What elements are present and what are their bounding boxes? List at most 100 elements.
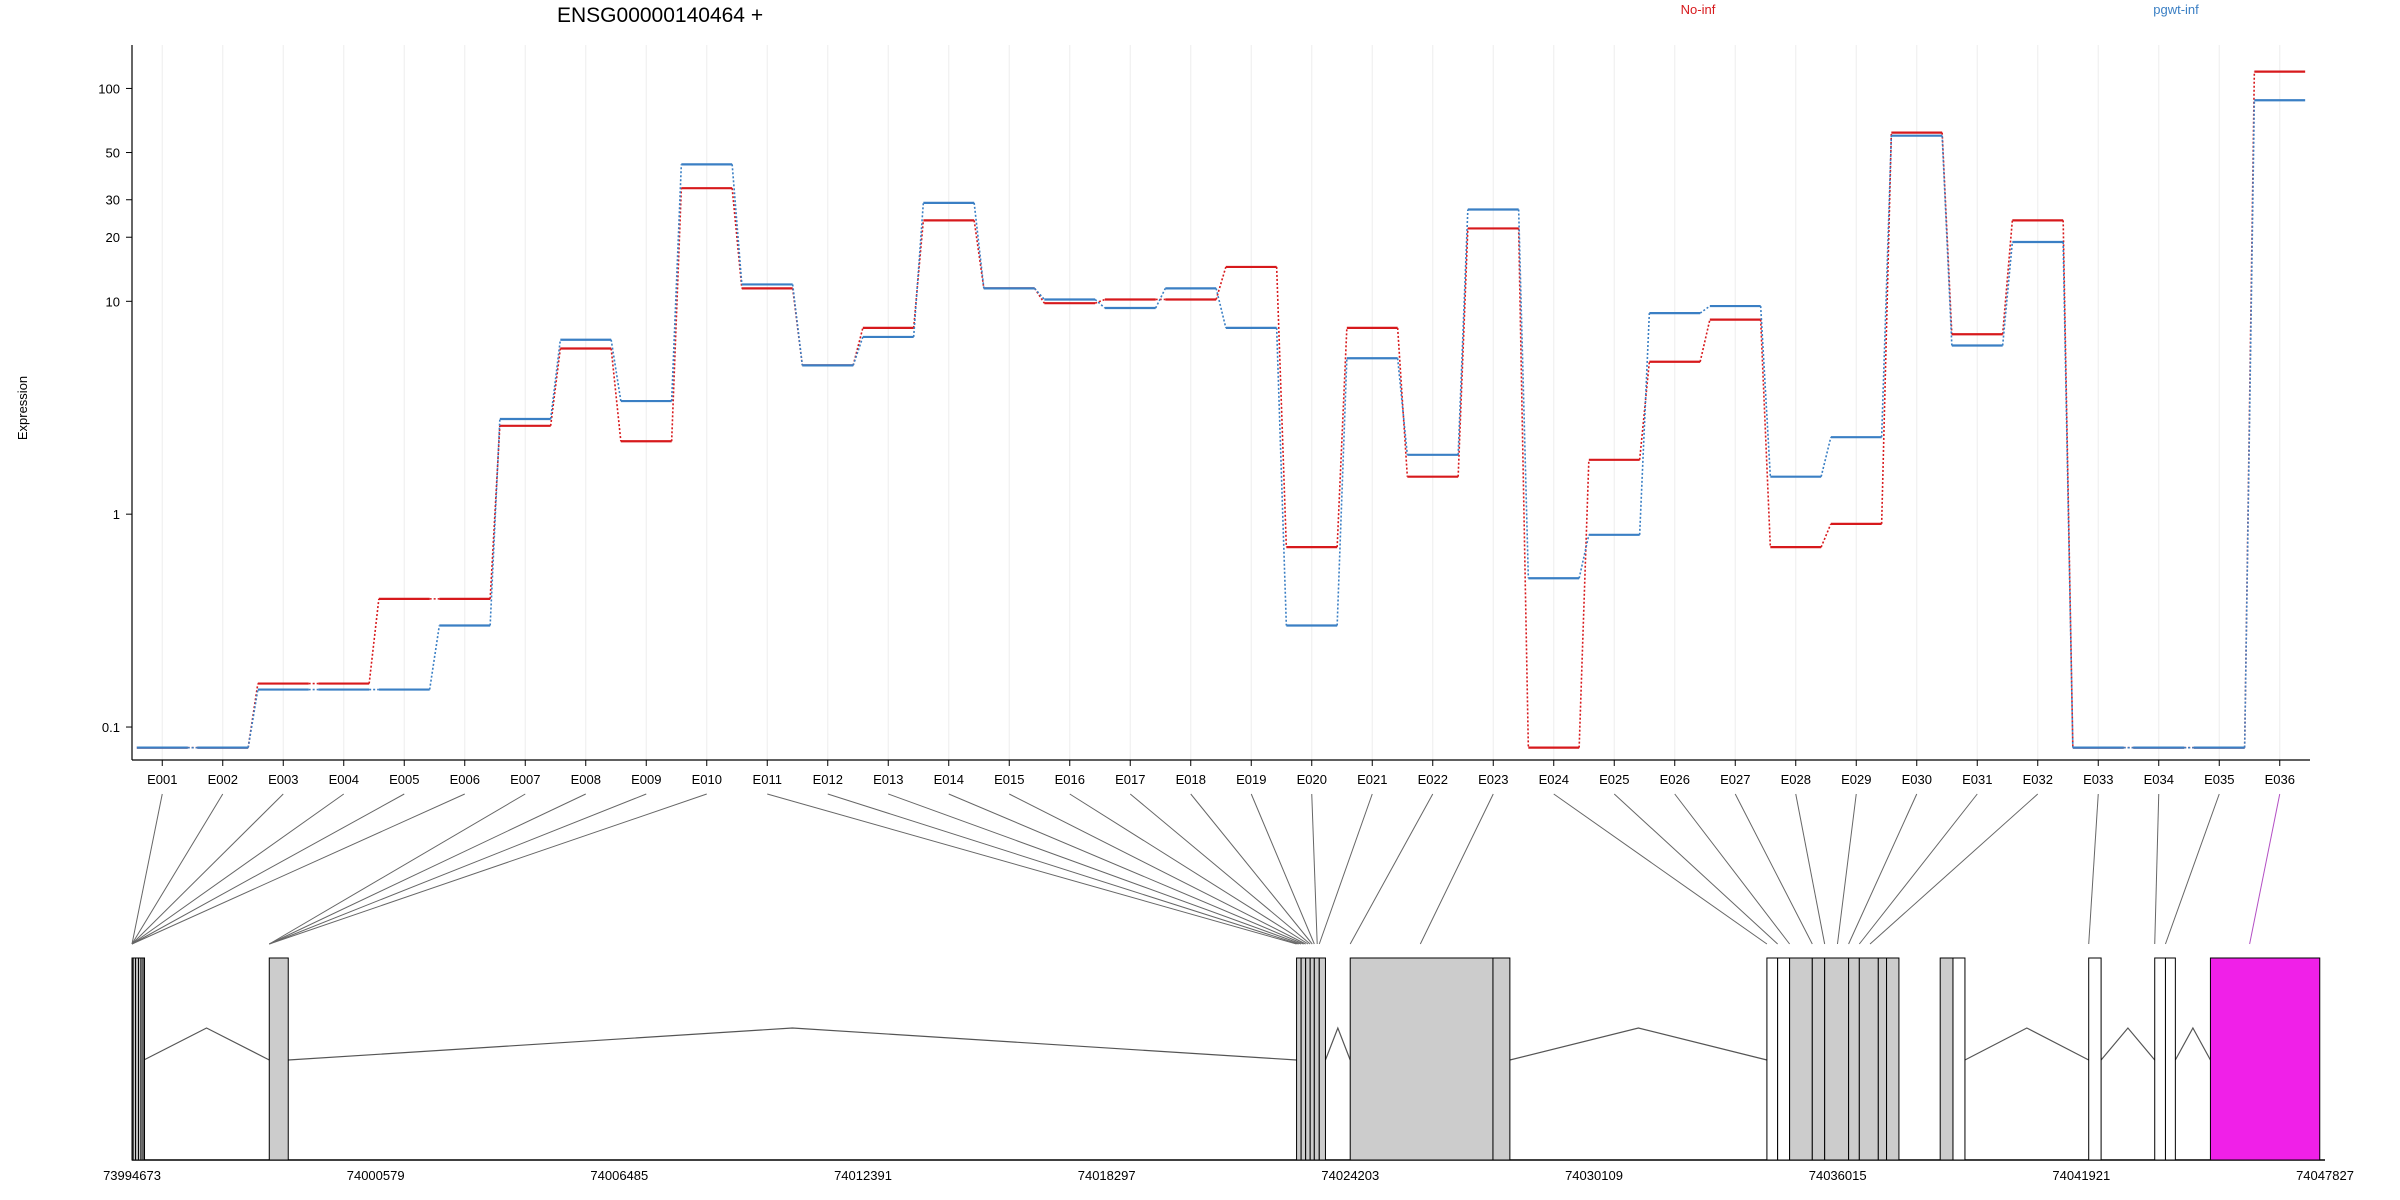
- series-connector: [489, 418, 501, 626]
- exon-connector: [269, 793, 647, 945]
- exon-connector: [2088, 793, 2099, 945]
- series-connector: [1759, 319, 1772, 548]
- x-tick-label: E008: [571, 772, 601, 787]
- exon-connector: [1311, 793, 1318, 945]
- exon-connector: [1009, 793, 1306, 945]
- series-connector: [973, 202, 985, 289]
- x-tick-label: E027: [1720, 772, 1750, 787]
- coordinate-label: 74012391: [834, 1168, 892, 1183]
- x-tick-label: E002: [208, 772, 238, 787]
- exon-connector: [1129, 793, 1311, 945]
- x-tick-label: E029: [1841, 772, 1871, 787]
- series-connector: [1396, 358, 1409, 455]
- series-connector: [549, 339, 562, 420]
- exon-box: [1777, 957, 1791, 1161]
- series-connector: [1215, 288, 1227, 329]
- exon-box: [1886, 957, 1900, 1161]
- series-connector: [1638, 313, 1651, 535]
- series-connector: [670, 188, 683, 442]
- series-connector: [549, 348, 562, 426]
- series-connector: [852, 336, 864, 366]
- exon-connector: [2249, 793, 2281, 945]
- exon-connector-lines: [131, 793, 2281, 945]
- series-connector: [1457, 209, 1469, 455]
- series-connector: [1517, 228, 1530, 748]
- series-connector: [1396, 327, 1409, 477]
- exon-connector: [2154, 793, 2160, 945]
- exon-box: [1492, 957, 1511, 1161]
- exon-box: [268, 957, 289, 1161]
- x-tick-label: E025: [1599, 772, 1629, 787]
- intron: [1964, 1027, 2089, 1061]
- x-tick-label: E015: [994, 772, 1024, 787]
- x-tick-label: E031: [1962, 772, 1992, 787]
- series-connector: [368, 598, 380, 684]
- exon-connector: [269, 793, 526, 945]
- x-tick-label: E017: [1115, 772, 1145, 787]
- series-connector: [610, 339, 622, 402]
- series-connector: [1578, 459, 1590, 748]
- coordinate-label: 74030109: [1565, 1168, 1623, 1183]
- series-connector: [912, 202, 925, 338]
- intron: [288, 1027, 1297, 1061]
- series-connector: [1033, 287, 1046, 304]
- exon-connector: [269, 793, 586, 945]
- y-tick-label: 0.1: [102, 720, 120, 735]
- x-tick-label: E001: [147, 772, 177, 787]
- exon-connector: [1349, 793, 1434, 945]
- y-tick-label: 1: [113, 507, 120, 522]
- series-connector: [1941, 135, 1953, 346]
- series-connector: [1759, 306, 1772, 477]
- series-connector: [610, 348, 622, 442]
- series-connector: [731, 164, 743, 285]
- x-tick-label: E012: [813, 772, 843, 787]
- series-pgwt-inf: [136, 99, 2306, 749]
- exon-box: [2154, 957, 2166, 1161]
- x-tick-label: E020: [1297, 772, 1327, 787]
- series-connector: [247, 689, 259, 748]
- x-tick-label: E024: [1539, 772, 1569, 787]
- series-No-inf: [136, 70, 2306, 749]
- axes: 0.1 1 10 20 30 50 100: [98, 45, 2310, 761]
- x-tick-label: E004: [329, 772, 359, 787]
- exon-connector: [1795, 793, 1826, 945]
- series-connector: [1699, 305, 1711, 314]
- series-lines: [136, 70, 2306, 749]
- series-connector: [1034, 287, 1045, 301]
- exon-connector: [131, 793, 465, 945]
- exon-connector: [767, 793, 1297, 945]
- exon-connector: [1250, 793, 1315, 945]
- series-connector: [489, 425, 501, 599]
- x-tick-label: E016: [1055, 772, 1085, 787]
- exon-connector: [131, 793, 224, 945]
- series-connector: [852, 327, 864, 366]
- x-tick-label: E021: [1357, 772, 1387, 787]
- series-connector: [731, 188, 743, 289]
- vertical-gridlines: [161, 45, 2281, 760]
- exon-box: [1858, 957, 1879, 1161]
- x-tick-label: E005: [389, 772, 419, 787]
- coordinate-label: 74024203: [1321, 1168, 1379, 1183]
- legend-pgwt-inf: pgwt-inf: [2153, 2, 2199, 17]
- exon-connector: [131, 793, 405, 945]
- intron: [143, 1027, 270, 1061]
- exon-connector: [1869, 793, 2039, 945]
- series-connector: [1880, 135, 1893, 438]
- series-connector: [2001, 220, 2014, 335]
- x-tick-label: E028: [1781, 772, 1811, 787]
- exon-box: [1309, 957, 1315, 1161]
- series-connector: [1699, 319, 1711, 362]
- exon-connector: [1419, 793, 1494, 945]
- exon-connector: [1553, 793, 1768, 945]
- highlighted-exon: [2209, 957, 2321, 1161]
- exon-box: [1952, 957, 1966, 1161]
- x-tick-label: E033: [2083, 772, 2113, 787]
- x-tick-label: E014: [934, 772, 964, 787]
- genomic-coordinate-labels: 73994673 74000579 74006485 74012391 74018297…: [103, 1168, 2354, 1183]
- series-connector: [1820, 523, 1832, 548]
- x-tick-labels: E001 E002 E003 E004 E005 E006 E007 E008 E009 E010…: [147, 760, 2295, 787]
- exon-connector: [131, 793, 163, 945]
- intron: [2174, 1026, 2211, 1061]
- y-tick-label: 10: [106, 294, 120, 309]
- series-connector: [1880, 132, 1893, 524]
